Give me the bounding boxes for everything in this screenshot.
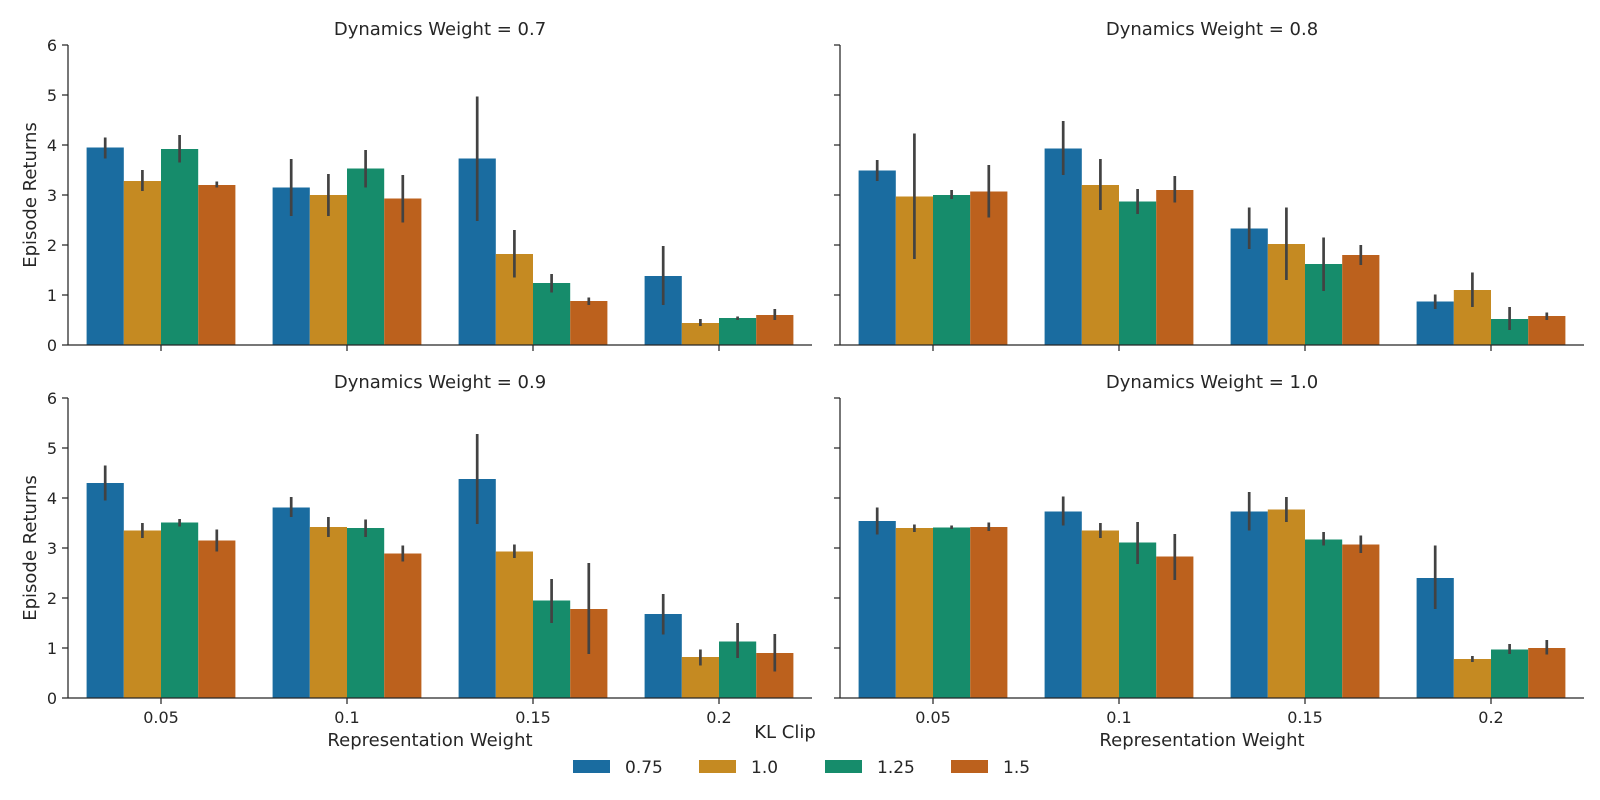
legend-entries: 0.75 1.0 1.25 1.5 [573, 758, 1030, 778]
bar-1.5-0.05 [198, 540, 236, 698]
panel-title: Dynamics Weight = 0.8 [1106, 19, 1318, 40]
legend-label-1.25: 1.25 [877, 758, 915, 778]
legend-swatch-0.75 [573, 760, 610, 773]
y-tick-label: 2 [47, 589, 57, 608]
x-tick-label: 0.15 [1287, 708, 1323, 727]
bar-1.5-0.1 [384, 198, 422, 345]
y-tick-label: 4 [47, 136, 57, 155]
bar-1.25-0.15 [533, 283, 571, 345]
bar-1.5-0.15 [570, 301, 608, 345]
bar-1.25-0.2 [1491, 649, 1529, 698]
bar-0.75-0.05 [86, 147, 124, 345]
x-tick-label: 0.15 [515, 708, 551, 727]
y-tick-label: 4 [47, 489, 57, 508]
bar-1.25-0.1 [1119, 542, 1157, 698]
legend-title: KL Clip [754, 722, 816, 743]
bar-1.0-0.15 [1267, 509, 1305, 698]
bar-0.75-0.05 [86, 483, 124, 698]
x-tick-label: 0.1 [334, 708, 359, 727]
bar-0.75-0.1 [272, 507, 310, 698]
y-tick-label: 3 [47, 186, 57, 205]
bar-1.25-0.05 [933, 527, 971, 698]
x-tick-label: 0.2 [706, 708, 731, 727]
bar-1.25-0.1 [347, 528, 385, 698]
bar-1.25-0.1 [1119, 201, 1157, 345]
legend-label-1.5: 1.5 [1003, 758, 1030, 778]
y-tick-label: 6 [47, 36, 57, 55]
bar-1.0-0.1 [309, 195, 347, 345]
x-tick-label: 0.1 [1106, 708, 1131, 727]
bar-1.5-0.05 [198, 185, 236, 345]
y-tick-label: 1 [47, 286, 57, 305]
bar-1.0-0.2 [681, 323, 719, 345]
bar-1.5-0.1 [1156, 190, 1194, 345]
x-tick-label: 0.2 [1478, 708, 1503, 727]
bar-0.75-0.15 [1230, 511, 1268, 698]
bar-1.0-0.15 [495, 551, 533, 698]
y-tick-label: 1 [47, 639, 57, 658]
legend-swatch-1.0 [699, 760, 736, 773]
bar-1.0-0.1 [1081, 185, 1119, 345]
bar-1.0-0.05 [123, 530, 161, 698]
bar-1.25-0.1 [347, 168, 385, 345]
legend-label-1.0: 1.0 [751, 758, 778, 778]
x-axis-label: Representation Weight [327, 730, 532, 751]
bar-1.0-0.1 [1081, 530, 1119, 698]
y-axis-label: Episode Returns [20, 122, 41, 268]
panel-4: Dynamics Weight = 1.0 0.05 0.1 0.15 0.2 Repre… [834, 372, 1584, 751]
panels: Dynamics Weight = 0.7 0 1 2 3 4 5 6 Episode Retu… [20, 19, 1584, 751]
y-tick-label: 0 [47, 689, 57, 708]
bar-1.5-0.2 [1528, 648, 1566, 698]
bar-0.75-0.1 [1044, 511, 1082, 698]
bar-1.5-0.2 [1528, 316, 1566, 345]
x-axis-label: Representation Weight [1099, 730, 1304, 751]
x-tick-label: 0.05 [143, 708, 179, 727]
panel-title: Dynamics Weight = 0.9 [334, 372, 546, 393]
x-tick-label: 0.05 [915, 708, 951, 727]
bar-1.25-0.05 [161, 522, 199, 698]
panel-title: Dynamics Weight = 0.7 [334, 19, 546, 40]
y-tick-label: 5 [47, 86, 57, 105]
y-tick-label: 5 [47, 439, 57, 458]
panel-2: Dynamics Weight = 0.8 [834, 19, 1584, 351]
bar-1.25-0.05 [933, 195, 971, 345]
y-tick-label: 3 [47, 539, 57, 558]
bar-0.75-0.05 [858, 521, 896, 698]
bar-1.25-0.2 [719, 318, 757, 345]
panel-title: Dynamics Weight = 1.0 [1106, 372, 1318, 393]
bar-1.25-0.15 [1305, 539, 1343, 698]
y-tick-label: 2 [47, 236, 57, 255]
bar-1.5-0.15 [1342, 255, 1380, 345]
legend-label-0.75: 0.75 [625, 758, 663, 778]
panel-1: Dynamics Weight = 0.7 0 1 2 3 4 5 6 Episode Retu… [20, 19, 812, 355]
bar-1.5-0.1 [384, 553, 422, 698]
legend-swatch-1.5 [951, 760, 988, 773]
y-tick-label: 0 [47, 336, 57, 355]
y-axis-label: Episode Returns [20, 475, 41, 621]
bar-1.0-0.2 [1453, 659, 1491, 698]
bar-0.75-0.05 [858, 170, 896, 345]
legend: KL Clip 0.75 1.0 1.25 1.5 [573, 722, 1030, 778]
bar-1.5-0.05 [970, 527, 1008, 698]
bar-0.75-0.1 [1044, 148, 1082, 345]
bar-1.5-0.15 [1342, 544, 1380, 698]
legend-swatch-1.25 [825, 760, 862, 773]
bar-1.0-0.05 [123, 181, 161, 345]
bar-1.0-0.1 [309, 527, 347, 698]
panel-3: Dynamics Weight = 0.9 0 1 2 3 4 5 6 0.05 0.1 0.15 0… [20, 372, 812, 751]
y-tick-label: 6 [47, 389, 57, 408]
bar-1.25-0.05 [161, 149, 199, 345]
bar-1.0-0.05 [895, 528, 933, 698]
bar-1.5-0.1 [1156, 556, 1194, 698]
